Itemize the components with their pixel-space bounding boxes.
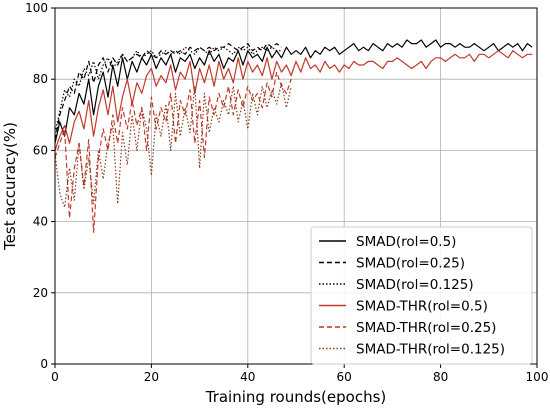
x-tick-label: 80: [433, 370, 448, 384]
x-axis-label: Training rounds(epochs): [205, 388, 387, 406]
legend-label: SMAD(rol=0.5): [356, 234, 456, 250]
x-tick-label: 100: [526, 370, 549, 384]
series-line-smad-thr-rol-0-25: [54, 71, 292, 233]
tick-layer: 0 20 40 60 80 100 0 20 40 60 80 100: [25, 1, 548, 384]
x-tick-label: 60: [337, 370, 352, 384]
x-tick-label: 20: [144, 370, 159, 384]
legend: SMAD(rol=0.5) SMAD(rol=0.25) SMAD(rol=0.12…: [310, 226, 533, 365]
legend-label: SMAD-THR(rol=0.5): [356, 299, 488, 315]
series-line-smad-thr-rol-0-125: [54, 82, 292, 208]
legend-label: SMAD(rol=0.25): [356, 256, 465, 272]
y-axis-label: Test accuracy(%): [1, 122, 19, 251]
legend-box: [310, 226, 533, 365]
series-line-smad-thr-rol-0-5: [54, 50, 533, 151]
legend-label: SMAD-THR(rol=0.125): [356, 342, 505, 358]
series-layer: [54, 39, 533, 233]
legend-label: SMAD(rol=0.125): [356, 277, 474, 293]
y-tick-label: 0: [40, 357, 48, 371]
plot-frame: [54, 7, 538, 365]
y-tick-label: 20: [33, 286, 48, 300]
series-line-smad-rol-0-25: [54, 42, 282, 140]
y-tick-label: 100: [25, 1, 48, 15]
legend-label: SMAD-THR(rol=0.25): [356, 320, 496, 336]
x-tick-label: 40: [240, 370, 255, 384]
x-tick-label: 0: [51, 370, 59, 384]
y-tick-label: 60: [33, 143, 48, 157]
y-tick-label: 40: [33, 215, 48, 229]
series-line-smad-rol-0-125: [54, 46, 282, 133]
y-tick-label: 80: [33, 72, 48, 86]
series-line-smad-rol-0-5: [54, 39, 533, 144]
